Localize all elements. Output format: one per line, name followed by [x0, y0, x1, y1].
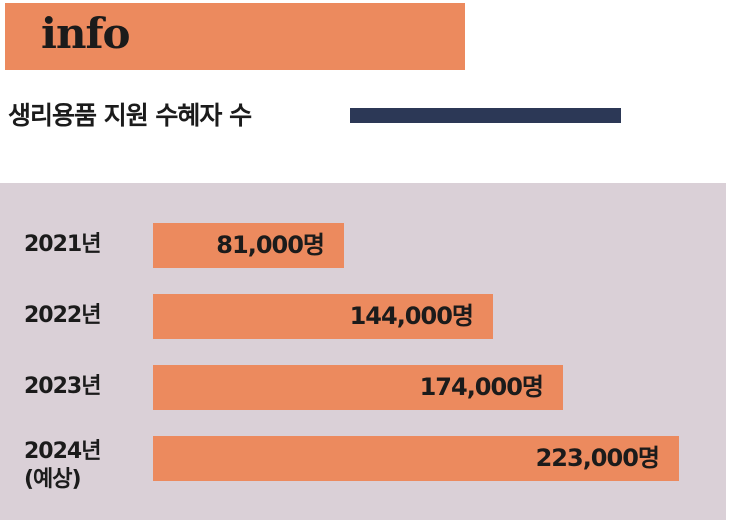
bar-value-label: 144,000명: [349, 302, 474, 330]
bar-value-label: 81,000명: [216, 231, 325, 259]
info-banner-text: info: [41, 9, 131, 58]
chart-panel: 2021년 81,000명 2022년 144,000명 2023년 174,000명 20…: [0, 183, 726, 520]
chart-title: 생리용품 지원 수혜자 수: [8, 101, 252, 130]
category-label-line: (예상): [24, 467, 82, 492]
bar: 223,000명: [153, 436, 679, 481]
bar: 174,000명: [153, 365, 563, 410]
info-banner: info: [5, 3, 465, 70]
category-label-line: 2022년: [24, 303, 101, 328]
category-label-line: 2021년: [24, 232, 101, 257]
category-label: 2024년 (예상): [24, 438, 101, 494]
bar: 144,000명: [153, 294, 493, 339]
bar-value-label: 223,000명: [535, 444, 660, 472]
bar-value-label: 174,000명: [419, 373, 544, 401]
title-rule: [350, 108, 621, 123]
category-label: 2021년: [24, 231, 101, 259]
category-label: 2023년: [24, 373, 101, 401]
category-label-line: 2024년: [24, 439, 101, 464]
category-label-line: 2023년: [24, 374, 101, 399]
category-label: 2022년: [24, 302, 101, 330]
bar: 81,000명: [153, 223, 344, 268]
